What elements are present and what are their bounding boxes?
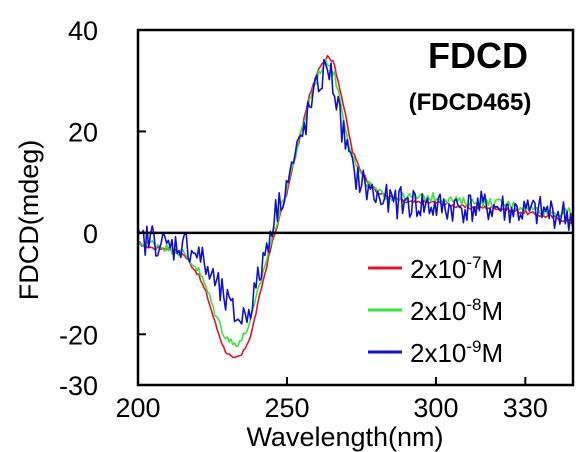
series-line-3 <box>137 58 574 325</box>
x-tick-label: 330 <box>503 393 548 423</box>
y-tick-label: 20 <box>68 117 98 147</box>
y-tick-label: 0 <box>83 219 98 249</box>
y-tick-label: -30 <box>59 371 98 401</box>
x-tick-label: 300 <box>413 393 458 423</box>
series-layer <box>137 54 574 359</box>
y-axis-title: FDCD(mdeg) <box>14 140 44 301</box>
y-tick-label: -20 <box>59 320 98 350</box>
annotation-title: FDCD <box>428 35 528 76</box>
legend-label: 2x10-8M <box>410 295 503 326</box>
series-line-1 <box>137 54 573 359</box>
x-axis-title: Wavelength(nm) <box>246 422 443 452</box>
annotation-subtitle: (FDCD465) <box>409 89 532 116</box>
x-tick-label: 200 <box>115 393 160 423</box>
x-tick-label: 250 <box>264 393 309 423</box>
plot-area-frame <box>136 28 575 387</box>
legend-label: 2x10-7M <box>410 253 503 284</box>
y-tick-label: 40 <box>68 16 98 46</box>
legend: 2x10-7M 2x10-8M 2x10-9M <box>368 253 503 368</box>
legend-label: 2x10-9M <box>410 337 503 368</box>
series-line-2 <box>137 58 573 348</box>
